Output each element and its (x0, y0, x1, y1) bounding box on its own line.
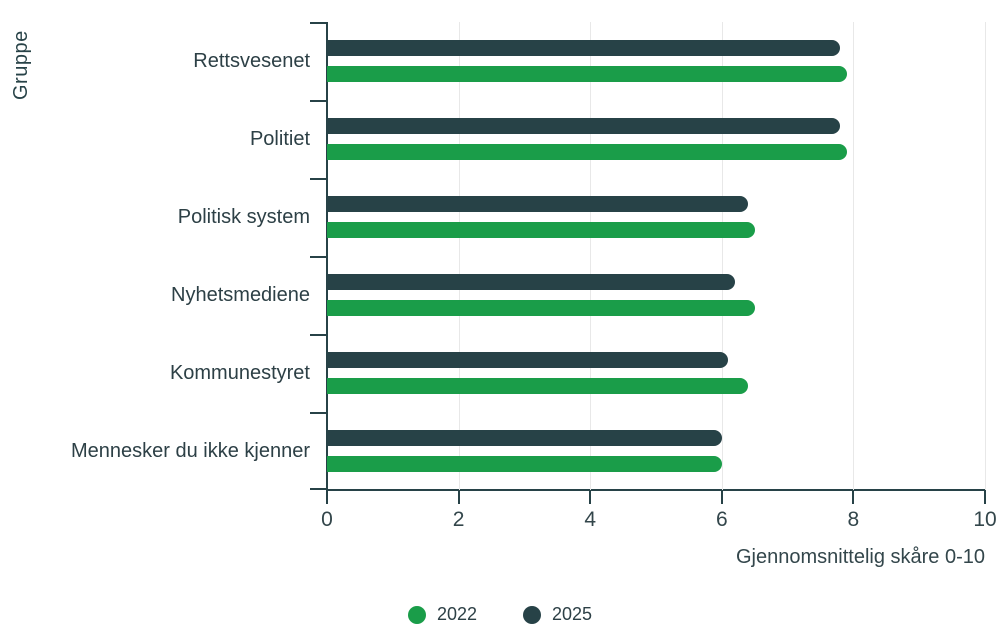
legend-dot-2025 (523, 605, 541, 624)
x-tick-label-4: 4 (584, 508, 597, 531)
legend-item-2022[interactable]: 2022 (407, 604, 477, 625)
bar-2022-nyhetsmediene (327, 300, 755, 316)
x-axis-line (326, 489, 986, 491)
bar-2025-politisk-system (327, 196, 749, 212)
x-tick-label-10: 10 (973, 508, 997, 531)
y-tick-6 (310, 488, 327, 490)
y-tick-3 (310, 256, 327, 258)
y-axis-line (326, 22, 328, 490)
x-tick-6 (720, 491, 723, 504)
gridline-10 (985, 22, 986, 490)
legend-dot-2022 (407, 605, 426, 624)
x-tick-4 (589, 491, 592, 504)
x-tick-10 (984, 491, 986, 504)
bar-2022-mennesker-du-ikke-kjenner (327, 456, 722, 472)
y-tick-2 (310, 178, 327, 180)
y-tick-0 (310, 22, 327, 24)
bar-2022-politisk-system (327, 222, 755, 238)
legend: 2022 2025 (0, 604, 1000, 625)
x-tick-label-6: 6 (715, 508, 728, 531)
y-tick-1 (310, 100, 327, 102)
x-tick-label-8: 8 (847, 508, 860, 531)
x-tick-0 (326, 491, 328, 504)
category-label-politisk-system: Politisk system (177, 205, 310, 228)
category-label-mennesker-du-ikke-kjenner: Mennesker du ikke kjenner (70, 439, 310, 462)
gridline-2 (458, 22, 460, 490)
category-label-nyhetsmediene: Nyhetsmediene (171, 283, 310, 306)
x-tick-2 (457, 491, 460, 504)
bar-2025-rettsvesenet (327, 40, 841, 56)
category-label-politiet: Politiet (249, 127, 310, 150)
bar-2025-nyhetsmediene (327, 274, 735, 290)
bar-2025-politiet (327, 118, 841, 134)
bar-2022-rettsvesenet (327, 66, 847, 82)
y-tick-4 (310, 334, 327, 336)
x-tick-label-2: 2 (452, 508, 465, 531)
bar-2022-politiet (327, 144, 847, 160)
x-tick-8 (852, 491, 855, 504)
bar-2025-kommunestyret (327, 352, 729, 368)
category-label-kommunestyret: Kommunestyret (169, 361, 310, 384)
legend-label-2025: 2025 (552, 604, 593, 624)
category-axis: Rettsvesenet Politiet Politisk system Nyhet… (0, 22, 310, 490)
gridline-4 (590, 22, 592, 490)
gridline-6 (721, 22, 723, 490)
plot-area: 0 2 4 6 8 10 (310, 22, 997, 531)
category-label-rettsvesenet: Rettsvesenet (193, 49, 310, 72)
x-tick-label-0: 0 (321, 508, 333, 531)
y-tick-5 (310, 412, 327, 414)
legend-label-2022: 2022 (436, 604, 477, 624)
legend-item-2025[interactable]: 2025 (523, 604, 592, 625)
bar-2025-mennesker-du-ikke-kjenner (327, 430, 722, 446)
x-axis-title: Gjennomsnittelig skåre 0-10 (735, 546, 985, 568)
bar-2022-kommunestyret (327, 378, 749, 394)
gridline-8 (853, 22, 855, 490)
